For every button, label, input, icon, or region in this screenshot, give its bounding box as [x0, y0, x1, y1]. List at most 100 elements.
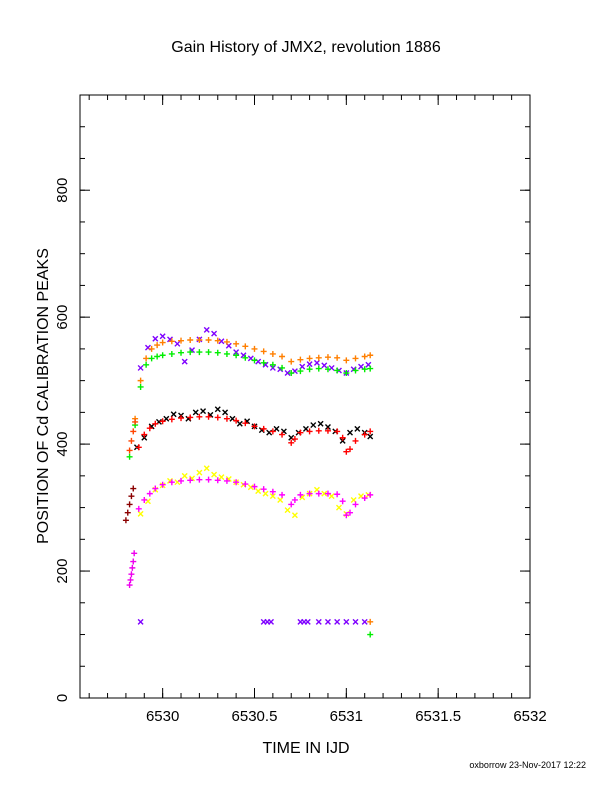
data-point	[367, 365, 374, 372]
data-point	[178, 337, 185, 344]
data-point	[324, 354, 331, 361]
data-point	[367, 618, 374, 625]
data-point	[269, 428, 276, 435]
data-point	[251, 423, 258, 430]
data-point	[279, 491, 286, 498]
data-point	[339, 437, 346, 444]
data-point	[269, 488, 276, 495]
data-point	[288, 370, 295, 377]
data-point	[251, 357, 258, 364]
data-point	[279, 431, 286, 438]
data-point	[233, 417, 240, 424]
data-point	[317, 420, 324, 427]
data-point	[137, 383, 144, 390]
data-point	[143, 355, 150, 362]
data-point	[273, 425, 280, 432]
x-tick-label: 6532	[513, 708, 546, 725]
data-point	[352, 618, 359, 625]
data-point	[181, 358, 188, 365]
data-point	[297, 429, 304, 436]
data-point	[339, 434, 346, 441]
data-point	[361, 366, 368, 373]
data-point	[146, 425, 153, 432]
data-point	[163, 415, 170, 422]
data-point	[347, 509, 353, 516]
y-axis-label: POSITION OF Cd CALIBRATION PEAKS	[35, 248, 52, 544]
data-point	[187, 414, 194, 421]
data-series	[135, 476, 374, 519]
data-point	[214, 414, 221, 421]
data-point	[159, 339, 166, 346]
data-point	[343, 448, 350, 455]
x-tick-labels: 6530 6530.5 6531 6531.5 6532	[146, 708, 547, 725]
data-point	[354, 425, 361, 432]
data-point	[324, 423, 331, 430]
data-point	[233, 349, 240, 356]
data-point	[297, 356, 304, 363]
data-point	[152, 335, 159, 342]
data-point	[304, 618, 311, 625]
data-point	[352, 501, 359, 508]
data-point	[128, 571, 135, 578]
y-tick-label: 400	[54, 432, 71, 457]
data-point	[205, 349, 212, 356]
data-point	[367, 631, 374, 638]
data-point	[143, 361, 150, 368]
data-series	[137, 618, 368, 625]
data-point	[141, 434, 148, 441]
data-point	[310, 422, 317, 429]
data-point	[242, 481, 249, 488]
data-point	[129, 564, 136, 571]
data-series	[137, 326, 372, 377]
data-point	[214, 477, 221, 484]
data-point	[335, 504, 342, 511]
data-point	[352, 355, 359, 362]
data-point	[126, 447, 133, 454]
data-point	[168, 350, 175, 357]
y-tick-labels: 0 200 400 600 800	[54, 178, 71, 702]
data-point	[137, 618, 144, 625]
data-point	[358, 363, 365, 370]
data-point	[233, 352, 240, 359]
data-point	[205, 413, 212, 420]
data-point	[255, 488, 262, 495]
data-point	[328, 493, 335, 500]
y-tick-label: 800	[54, 178, 71, 203]
plot-frame	[79, 94, 531, 699]
data-point	[131, 550, 138, 557]
data-point	[306, 428, 313, 435]
data-point	[223, 415, 230, 422]
data-series	[133, 406, 374, 451]
data-point	[168, 479, 175, 486]
x-tick-label: 6530.5	[232, 708, 278, 725]
data-point	[196, 469, 203, 476]
data-point	[242, 420, 249, 427]
axis-ticks	[80, 95, 531, 699]
data-point	[137, 364, 144, 371]
data-point	[334, 491, 341, 498]
data-point	[352, 437, 359, 444]
data-point	[211, 330, 218, 337]
data-point	[135, 505, 142, 512]
data-point	[279, 353, 286, 360]
data-point	[130, 558, 137, 565]
data-point	[324, 490, 331, 497]
data-point	[251, 483, 258, 490]
data-point	[334, 354, 341, 361]
data-point	[343, 512, 350, 519]
data-points	[122, 326, 374, 638]
data-point	[135, 444, 142, 451]
data-point	[306, 366, 313, 373]
data-point	[178, 477, 185, 484]
data-point	[279, 364, 286, 371]
data-series	[367, 631, 374, 638]
data-point	[315, 427, 322, 434]
data-point	[130, 485, 137, 492]
data-point	[268, 618, 275, 625]
data-point	[126, 501, 133, 508]
data-point	[242, 343, 249, 350]
data-point	[315, 618, 322, 625]
x-tick-label: 6531	[330, 708, 363, 725]
data-point	[128, 493, 135, 500]
